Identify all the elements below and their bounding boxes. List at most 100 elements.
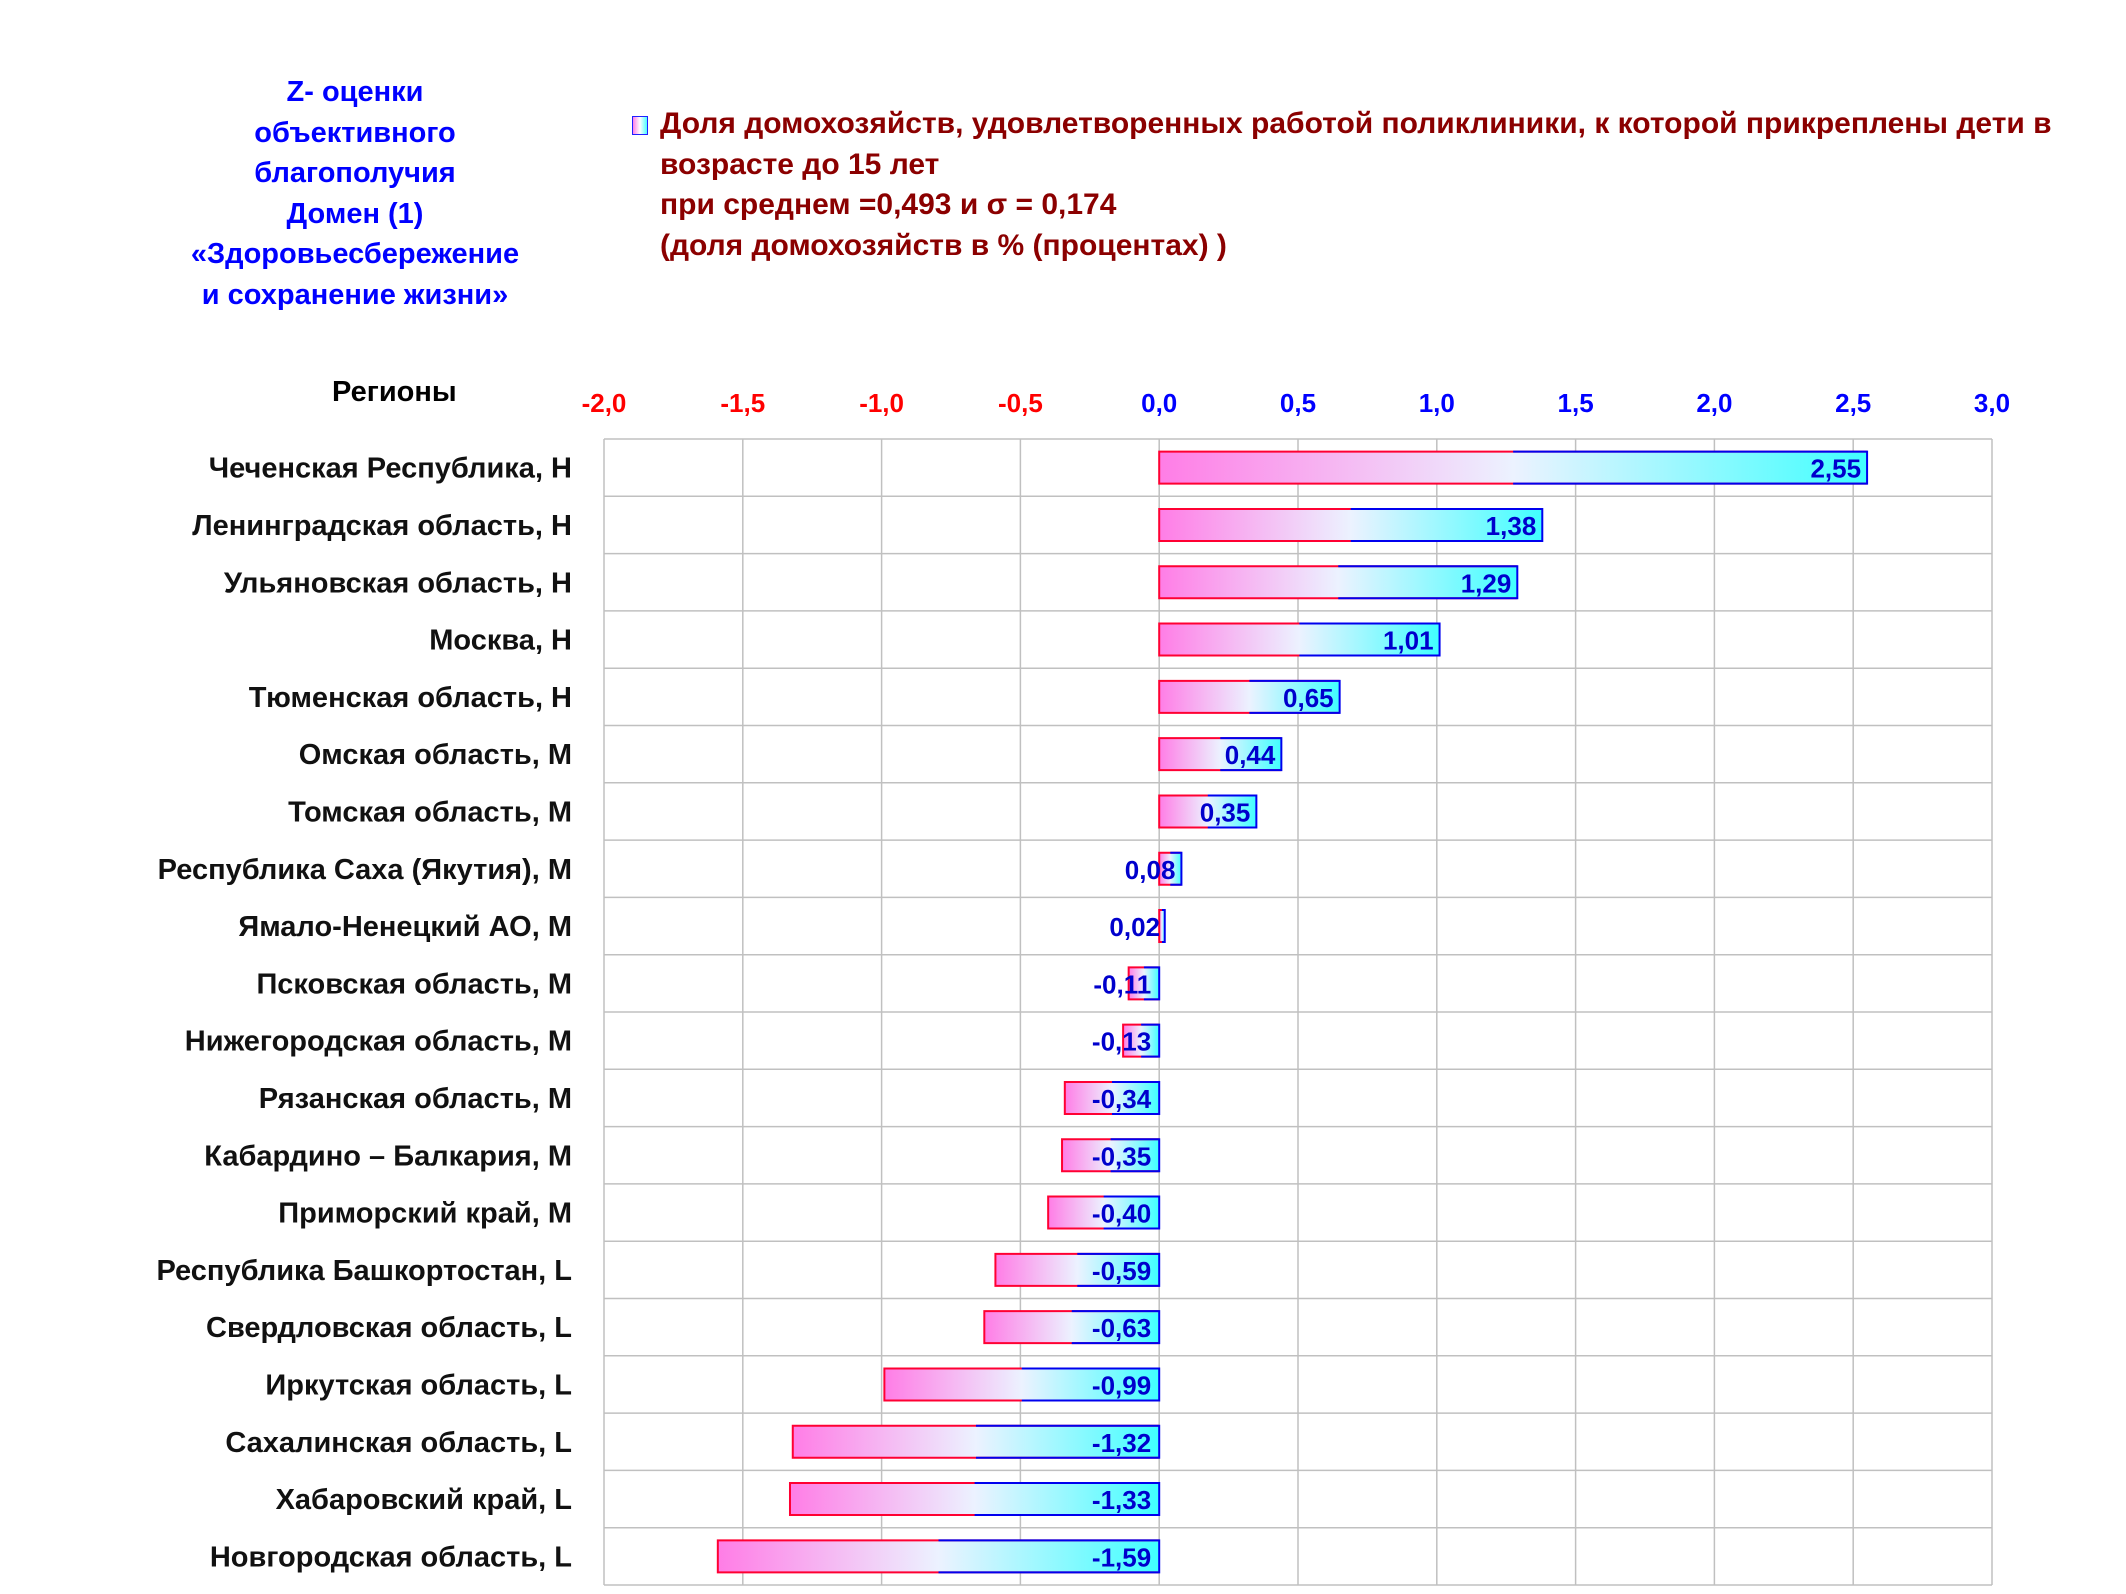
category-label: Нижегородская область, M — [185, 1026, 572, 1058]
bar-outline-right — [1299, 622, 1441, 657]
category-label: Кабардино – Балкария, M — [204, 1140, 572, 1172]
x-tick-label: -1,5 — [720, 388, 765, 418]
x-tick-label: 3,0 — [1974, 388, 2010, 418]
x-tick-label: -0,5 — [998, 388, 1043, 418]
bar-fill — [1128, 967, 1160, 1000]
side-title-line-6: и сохранение жизни» — [201, 278, 509, 311]
bar-fill — [1062, 1139, 1160, 1172]
bar — [788, 1482, 1161, 1517]
bar-outline-right — [1143, 966, 1161, 1001]
bar-fill — [1159, 623, 1440, 656]
bar-fill — [1159, 852, 1182, 885]
bar-fill — [792, 1425, 1160, 1458]
bar-outline-right — [1207, 794, 1258, 829]
bar-outline-right — [975, 1424, 1161, 1459]
side-title-line-4: Домен (1) — [286, 197, 424, 230]
side-title-line-3: благополучия — [254, 157, 456, 189]
value-label: -0,34 — [1092, 1084, 1152, 1114]
bar-outline-right — [1110, 1138, 1161, 1173]
category-label: Москва, H — [429, 625, 572, 657]
bar — [1061, 1138, 1161, 1173]
bar-fill — [1159, 795, 1257, 828]
bar — [1158, 909, 1166, 944]
bar-outline-right — [1350, 507, 1544, 542]
bar-outline-left — [1127, 966, 1160, 1001]
chart-legend: Доля домохозяйств, удовлетворенных работ… — [632, 104, 2114, 266]
bar-fill — [1159, 508, 1543, 541]
category-label: Ульяновская область, H — [224, 567, 572, 599]
chart-side-title: Z- оценки объективного благополучия Доме… — [140, 72, 570, 315]
bar — [1047, 1195, 1161, 1230]
value-label: 0,35 — [1200, 797, 1251, 827]
x-tick-label: 1,5 — [1558, 388, 1594, 418]
value-label: 0,02 — [1109, 912, 1160, 942]
bars — [716, 450, 1869, 1574]
x-tick-label: -1,0 — [859, 388, 904, 418]
value-label: -1,33 — [1092, 1485, 1151, 1515]
bar-fill — [1159, 451, 1868, 484]
bar-fill — [995, 1253, 1160, 1286]
bar — [994, 1252, 1161, 1287]
bar-fill — [1159, 680, 1340, 713]
bar-outline-right — [1513, 450, 1869, 485]
bar-fill — [1159, 910, 1165, 943]
bar-outline-left — [1122, 1023, 1160, 1058]
bar — [1158, 565, 1519, 600]
grid — [603, 438, 1993, 1586]
category-label: Приморский край, M — [278, 1198, 572, 1230]
bar-fill — [1048, 1196, 1160, 1229]
bar-fill — [789, 1483, 1160, 1516]
legend-line-3: при среднем =0,493 и σ = 0,174 — [660, 188, 1117, 221]
category-label: Рязанская область, M — [259, 1083, 572, 1115]
bar-outline-right — [1077, 1252, 1161, 1287]
category-label: Хабаровский край, L — [276, 1484, 572, 1516]
value-label: -0,99 — [1092, 1370, 1151, 1400]
bar-outline-right — [974, 1482, 1161, 1517]
bar-fill — [884, 1368, 1160, 1401]
x-tick-label: 0,0 — [1141, 388, 1177, 418]
bar-fill — [1064, 1081, 1160, 1114]
bar-fill — [717, 1540, 1160, 1573]
bar — [716, 1539, 1161, 1574]
bar — [1158, 851, 1183, 886]
category-label: Ленинградская область, H — [192, 510, 572, 542]
x-tick-label: 1,0 — [1419, 388, 1455, 418]
category-label: Томская область, M — [288, 796, 572, 828]
bar — [791, 1424, 1161, 1459]
bar-fill — [1159, 738, 1282, 771]
value-label: 1,29 — [1461, 568, 1512, 598]
legend-line-1: Доля домохозяйств, удовлетворенных работ… — [660, 107, 2052, 140]
bar-outline-right — [1021, 1367, 1161, 1402]
x-tick-label: 0,5 — [1280, 388, 1316, 418]
category-label: Сахалинская область, L — [225, 1427, 572, 1459]
bar — [1127, 966, 1161, 1001]
value-label: 0,44 — [1225, 740, 1276, 770]
category-label: Псковская область, M — [256, 968, 572, 1000]
bar-fill — [984, 1311, 1160, 1344]
category-label: Республика Саха (Якутия), M — [158, 854, 572, 886]
x-axis-ticks: -2,0 -1,5 -1,0 -0,5 0,0 0,5 1,0 1,5 2,0 2,5 3,0 — [582, 388, 2010, 418]
value-label: 2,55 — [1810, 454, 1861, 484]
side-title-line-1: Z- оценки — [286, 76, 424, 108]
category-labels: Чеченская Республика, H Ленинградская обл… — [156, 453, 572, 1574]
bar — [983, 1310, 1161, 1345]
legend-swatch-icon — [632, 116, 648, 135]
value-labels: 2,55 1,38 1,29 1,01 0,650,44 0,35 0,08 0,02 -0,1… — [1092, 454, 1861, 1573]
bar — [1122, 1023, 1161, 1058]
bar-outline-right — [1220, 737, 1283, 772]
x-tick-label: 2,0 — [1696, 388, 1732, 418]
bar — [1063, 1080, 1161, 1115]
category-label: Ямало-Ненецкий АО, M — [238, 911, 572, 943]
bar — [1158, 794, 1258, 829]
bar-outline-right — [1112, 1080, 1161, 1115]
bar-outline-left — [1158, 565, 1518, 600]
bar — [883, 1367, 1161, 1402]
value-label: -0,59 — [1092, 1256, 1151, 1286]
bar-fill — [1123, 1024, 1160, 1057]
value-label: -0,35 — [1092, 1141, 1151, 1171]
bar-outline-right — [1338, 565, 1519, 600]
value-label: 1,01 — [1383, 626, 1434, 656]
bar-outline-right — [1103, 1195, 1161, 1230]
bar-outline-left — [1158, 909, 1165, 944]
